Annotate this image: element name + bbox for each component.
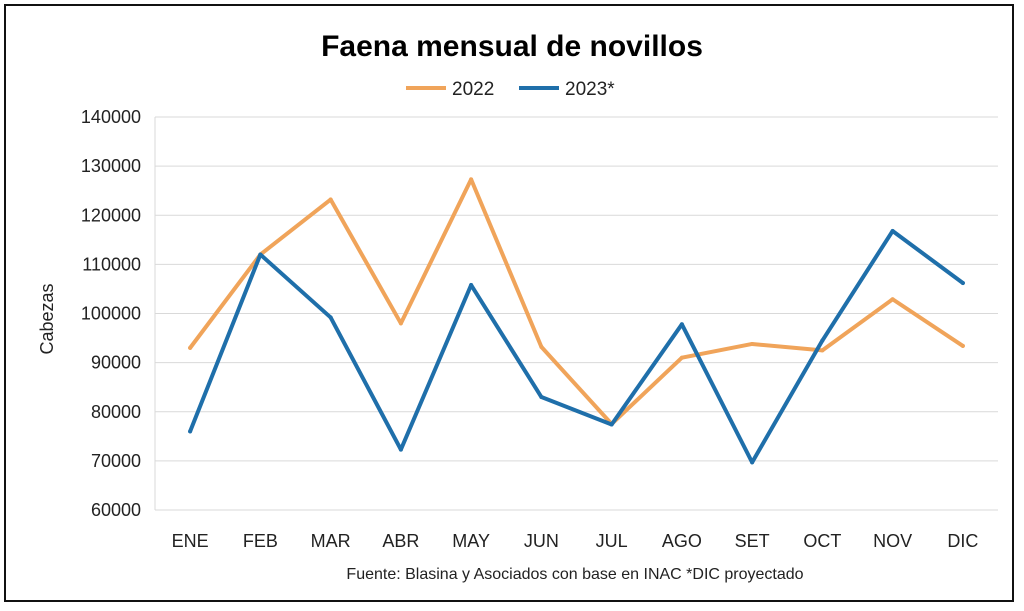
- point-2023-feb: [258, 252, 263, 257]
- y-axis-label: Cabezas: [37, 283, 57, 354]
- point-2023-jul: [609, 422, 614, 427]
- y-tick-label-80000: 80000: [91, 402, 141, 422]
- point-2022-mar: [328, 197, 333, 202]
- x-tick-label-ago: AGO: [662, 531, 702, 551]
- x-tick-label-jul: JUL: [596, 531, 628, 551]
- chart-frame: Faena mensual de novillos 2022 2023* 600…: [4, 4, 1014, 602]
- point-2023-abr: [398, 447, 403, 452]
- x-axis-ticks: ENE FEB MAR ABR MAY JUN JUL AGO SET OCT NOV DIC: [172, 531, 979, 551]
- line-chart: Faena mensual de novillos 2022 2023* 600…: [37, 30, 998, 583]
- y-tick-label-140000: 140000: [81, 107, 141, 127]
- point-2023-set: [750, 460, 755, 465]
- y-tick-label-120000: 120000: [81, 205, 141, 225]
- y-tick-label-90000: 90000: [91, 353, 141, 373]
- x-tick-label-nov: NOV: [873, 531, 912, 551]
- x-tick-label-mar: MAR: [311, 531, 351, 551]
- series-line-2023: [188, 228, 965, 465]
- x-tick-label-dic: DIC: [947, 531, 978, 551]
- y-tick-label-110000: 110000: [82, 254, 141, 274]
- point-2022-jun: [539, 344, 544, 349]
- legend-label-2023: 2023*: [565, 79, 615, 100]
- x-tick-label-may: MAY: [452, 531, 490, 551]
- point-2023-nov: [890, 228, 895, 233]
- x-tick-label-feb: FEB: [243, 531, 278, 551]
- series-line-2022: [188, 177, 965, 427]
- source-note: Fuente: Blasina y Asociados con base en …: [346, 566, 803, 583]
- series-lines: [188, 177, 965, 465]
- point-2022-may: [469, 177, 474, 182]
- y-axis-ticks: 60000 70000 80000 90000 100000 110000 120000 13…: [81, 107, 141, 520]
- y-tick-label-70000: 70000: [91, 451, 141, 471]
- y-tick-label-130000: 130000: [81, 156, 141, 176]
- point-2023-mar: [328, 315, 333, 320]
- point-2022-dic: [960, 343, 965, 348]
- chart-title: Faena mensual de novillos: [321, 30, 703, 63]
- legend: 2022 2023*: [406, 79, 615, 100]
- point-2023-ago: [679, 322, 684, 327]
- point-2023-jun: [539, 395, 544, 400]
- point-2023-dic: [960, 281, 965, 286]
- legend-label-2022: 2022: [452, 79, 494, 100]
- x-tick-label-ene: ENE: [172, 531, 209, 551]
- point-2022-oct: [820, 348, 825, 353]
- y-tick-label-100000: 100000: [81, 304, 141, 324]
- point-2023-ene: [188, 429, 193, 434]
- x-tick-label-oct: OCT: [803, 531, 841, 551]
- y-tick-label-60000: 60000: [91, 500, 141, 520]
- point-2022-ago: [679, 355, 684, 360]
- point-2023-oct: [820, 338, 825, 343]
- point-2023-may: [469, 283, 474, 288]
- x-tick-label-jun: JUN: [524, 531, 559, 551]
- x-tick-label-abr: ABR: [382, 531, 419, 551]
- point-2022-nov: [890, 297, 895, 302]
- point-2022-abr: [398, 321, 403, 326]
- point-2022-set: [750, 341, 755, 346]
- point-2022-ene: [188, 345, 193, 350]
- x-tick-label-set: SET: [735, 531, 770, 551]
